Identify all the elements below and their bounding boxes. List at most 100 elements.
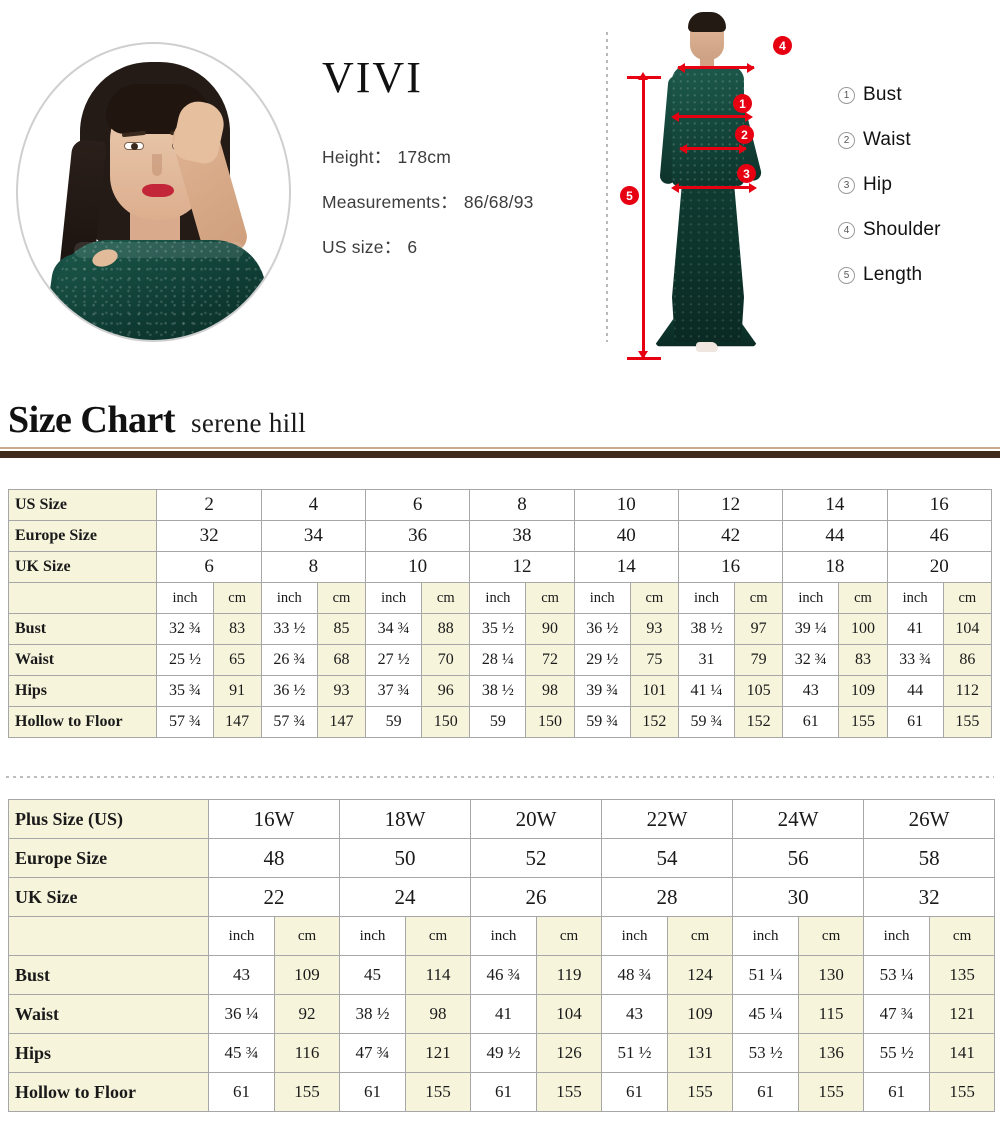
- measure-cell: 105: [734, 675, 784, 707]
- legend-label-shoulder: Shoulder: [863, 219, 941, 240]
- measure-cell: 70: [421, 644, 471, 676]
- measure-cell: 45: [339, 955, 407, 995]
- measure-cell: 61: [601, 1072, 669, 1112]
- size-cell: 28: [601, 877, 734, 917]
- measure-cell: 114: [405, 955, 472, 995]
- legend-label-bust: Bust: [863, 84, 902, 105]
- measure-cell: 98: [525, 675, 575, 707]
- size-cell: 2: [156, 489, 262, 521]
- size-cell: 46: [886, 520, 993, 552]
- unit-cell: inch: [470, 916, 538, 956]
- unit-cell: cm: [536, 916, 603, 956]
- measure-cell: 112: [942, 675, 993, 707]
- measure-cell: 25 ½: [156, 644, 214, 676]
- measure-cell: 43: [601, 994, 669, 1034]
- model-name: VIVI: [322, 53, 423, 102]
- measure-cell: 109: [667, 994, 734, 1034]
- legend-label-hip: Hip: [863, 174, 893, 195]
- measure-cell: 38 ½: [469, 675, 527, 707]
- measure-cell: 93: [629, 613, 679, 645]
- model-portrait: [16, 42, 291, 342]
- size-cell: 56: [732, 838, 865, 878]
- measure-cell: 47 ¾: [863, 994, 931, 1034]
- measure-cell: 51 ¼: [732, 955, 800, 995]
- measure-cell: 155: [273, 1072, 341, 1112]
- measurement-legend: 1 Bust 2 Waist 3 Hip 4 Shoulder 5 Length: [838, 84, 998, 309]
- measure-cell: 97: [734, 613, 784, 645]
- size-cell: 26W: [863, 799, 996, 839]
- measure-cell: 83: [212, 613, 262, 645]
- measure-cell: 109: [273, 955, 341, 995]
- measure-cell: 43: [208, 955, 275, 995]
- size-cell: 32: [863, 877, 996, 917]
- measure-cell: 90: [525, 613, 575, 645]
- brand-name: serene hill: [191, 408, 307, 438]
- plus-size-table: Plus Size (US) 16W 18W 20W 22W 24W 26W Europe S…: [8, 799, 996, 1112]
- size-cell: 54: [601, 838, 734, 878]
- measure-cell: 86: [942, 644, 993, 676]
- model-measurements-line: Measurements： 86/68/93: [322, 189, 602, 214]
- measure-cell: 46 ¾: [470, 955, 538, 995]
- size-cell: 16W: [207, 799, 341, 839]
- measurement-diagram: 4 1 2 3 5: [620, 8, 820, 374]
- standard-size-table: US Size 2 4 6 8 10 12 14 16 Europe Size 32 34 36 38 40…: [7, 489, 993, 738]
- row-header: Waist: [8, 994, 209, 1034]
- measure-cell: 121: [929, 994, 996, 1034]
- unit-cell: inch: [156, 582, 214, 614]
- unit-cell: inch: [208, 916, 275, 956]
- size-cell: 20W: [470, 799, 603, 839]
- legend-item-shoulder: 4 Shoulder: [838, 219, 998, 241]
- measure-cell: 109: [838, 675, 888, 707]
- size-cell: 18W: [339, 799, 472, 839]
- measure-cell: 88: [421, 613, 471, 645]
- unit-cell: cm: [838, 582, 888, 614]
- legend-item-length: 5 Length: [838, 264, 998, 286]
- measure-cell: 53 ½: [732, 1033, 800, 1073]
- measure-cell: 41 ¼: [677, 675, 736, 707]
- measure-cell: 104: [536, 994, 603, 1034]
- unit-cell: inch: [469, 582, 527, 614]
- size-cell: 6: [156, 551, 262, 583]
- measure-cell: 55 ½: [863, 1033, 931, 1073]
- size-cell: 20: [886, 551, 993, 583]
- model-height-line: Height： 178cm: [322, 144, 602, 169]
- measure-cell: 59: [469, 706, 527, 738]
- measure-cell: 115: [798, 994, 865, 1034]
- heading-rule-thin: [0, 447, 1000, 449]
- marker-2-badge: 2: [735, 125, 754, 144]
- measure-cell: 61: [208, 1072, 275, 1112]
- measure-cell: 126: [536, 1033, 603, 1073]
- measure-cell: 131: [667, 1033, 734, 1073]
- measure-cell: 65: [212, 644, 262, 676]
- measure-cell: 61: [470, 1072, 538, 1112]
- measure-cell: 124: [667, 955, 734, 995]
- measure-cell: 72: [525, 644, 575, 676]
- unit-cell: cm: [667, 916, 734, 956]
- table-row-units: inch cm inch cm inch cm inch cm inch cm inch cm: [8, 916, 996, 956]
- size-cell: 48: [207, 838, 341, 878]
- bust-measure-line: [672, 115, 752, 118]
- unit-cell: cm: [629, 582, 679, 614]
- measure-cell: 79: [734, 644, 784, 676]
- measure-cell: 57 ¾: [156, 706, 214, 738]
- size-cell: 42: [677, 520, 784, 552]
- measure-cell: 100: [838, 613, 888, 645]
- size-cell: 34: [260, 520, 367, 552]
- size-cell: 10: [573, 489, 679, 521]
- legend-item-bust: 1 Bust: [838, 84, 998, 106]
- measurements-value: 86/68/93: [463, 192, 534, 212]
- row-header: Bust: [8, 955, 209, 995]
- row-header: Hollow to Floor: [8, 1072, 209, 1112]
- height-label: Height：: [322, 147, 392, 167]
- plus-size-table-wrapper: Plus Size (US) 16W 18W 20W 22W 24W 26W Europe S…: [8, 799, 996, 1112]
- measure-cell: 35 ¾: [156, 675, 214, 707]
- measure-cell: 130: [798, 955, 865, 995]
- measure-cell: 36 ¼: [208, 994, 275, 1034]
- table-row-units: inch cm inch cm inch cm inch cm inch cm inch cm inch…: [7, 582, 993, 614]
- length-arrow-top: [638, 72, 648, 80]
- row-header: [8, 916, 209, 956]
- size-cell: 16: [886, 489, 993, 521]
- length-arrow-bottom: [638, 351, 648, 359]
- measure-cell: 49 ½: [470, 1033, 538, 1073]
- measure-cell: 61: [339, 1072, 407, 1112]
